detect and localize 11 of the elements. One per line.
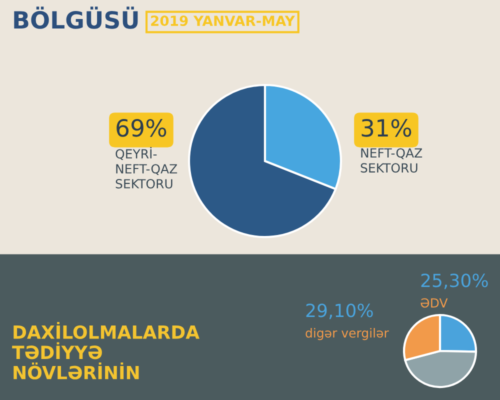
slice-label: QEYRİ- NEFT-QAZ SEKTORU — [116, 147, 178, 188]
data-label: 31% — [362, 118, 412, 137]
text: DAXİLOLMALARDA TƏDİYYƏ NÖVLƏRİNİN — [12, 322, 200, 380]
data-label: 29,10% — [306, 304, 373, 320]
data-label: 25,30% — [421, 274, 488, 290]
slice-label: ƏDV — [420, 298, 448, 308]
chart-title: BÖLGÜSÜ — [14, 6, 138, 29]
slice-label: digər vergilər — [306, 328, 389, 340]
chart-subtitle: 2019 YANVAR-MAY — [151, 16, 296, 26]
slice-label: NEFT-QAZ SEKTORU — [360, 148, 422, 173]
data-label: 69% — [116, 118, 166, 137]
